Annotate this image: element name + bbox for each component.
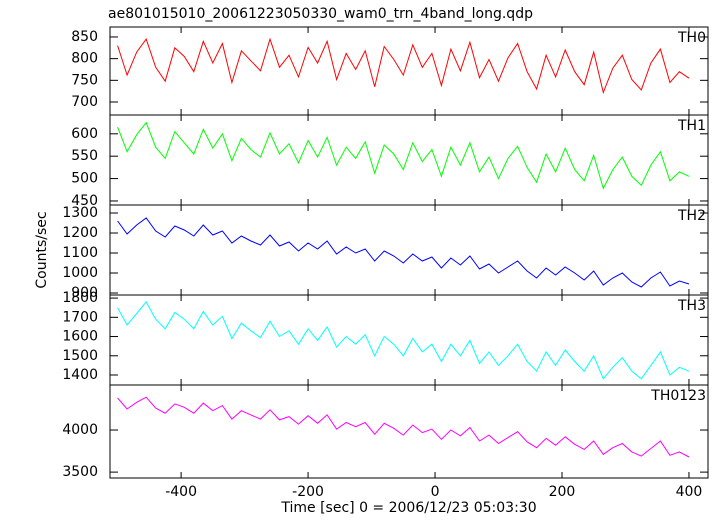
data-line — [117, 396, 690, 458]
x-tick-label: -400 — [165, 484, 197, 500]
y-tick-label: 1800 — [62, 290, 98, 306]
y-tick-label: 800 — [71, 51, 98, 67]
panel-label: TH1 — [677, 118, 706, 134]
panel-label: TH0123 — [650, 388, 706, 404]
y-tick-label: 850 — [71, 29, 98, 45]
data-line — [117, 121, 690, 190]
x-axis-label: Time [sec] 0 = 2006/12/23 05:03:30 — [280, 500, 536, 516]
panel-label: TH0 — [677, 30, 706, 46]
panel-frame — [109, 294, 709, 386]
data-line — [117, 217, 690, 288]
x-tick-label: 200 — [549, 484, 576, 500]
y-tick-label: 3500 — [62, 464, 98, 480]
y-tick-label: 550 — [71, 148, 98, 164]
x-tick-label: -200 — [292, 484, 324, 500]
y-tick-label: 1700 — [62, 309, 98, 325]
y-tick-label: 600 — [71, 126, 98, 142]
panel-frame — [109, 204, 709, 296]
panel-label: TH2 — [677, 208, 706, 224]
y-tick-label: 1000 — [62, 265, 98, 281]
x-tick-label: 0 — [431, 484, 440, 500]
y-tick-label: 900 — [71, 285, 98, 301]
data-line — [117, 37, 690, 95]
y-tick-label: 750 — [71, 72, 98, 88]
panel-label: TH3 — [677, 298, 706, 314]
y-tick-label: 450 — [71, 193, 98, 209]
x-tick-label: 400 — [676, 484, 703, 500]
y-tick-label: 1400 — [62, 367, 98, 383]
data-line — [117, 301, 690, 380]
chart-title: ae801015010_20061223050330_wam0_trn_4ban… — [108, 6, 533, 22]
y-tick-label: 1100 — [62, 245, 98, 261]
y-tick-label: 1200 — [62, 225, 98, 241]
panel-frame — [109, 114, 709, 206]
y-tick-label: 500 — [71, 171, 98, 187]
y-axis-label: Counts/sec — [34, 211, 50, 288]
panel-frame — [109, 26, 709, 116]
y-tick-label: 1300 — [62, 205, 98, 221]
y-tick-label: 1500 — [62, 348, 98, 364]
y-tick-label: 700 — [71, 94, 98, 110]
y-tick-label: 1600 — [62, 329, 98, 345]
y-tick-label: 4000 — [62, 422, 98, 438]
panel-frame — [109, 384, 709, 479]
